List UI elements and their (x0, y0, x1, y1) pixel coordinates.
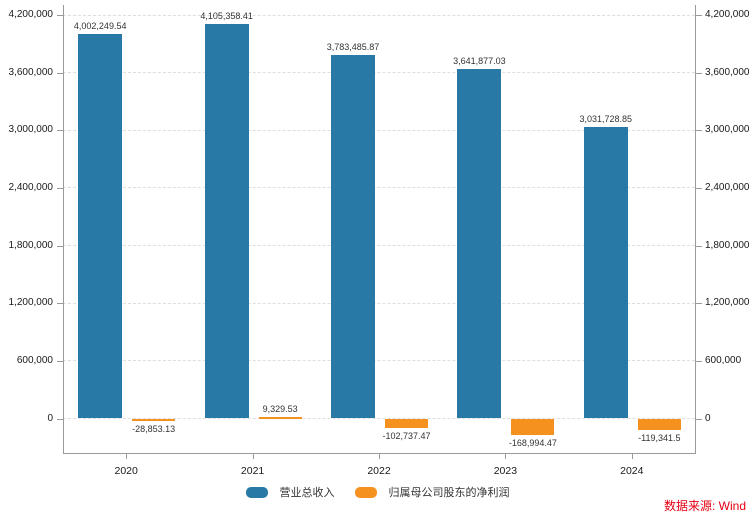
bar-revenue (457, 68, 502, 419)
x-axis-tick (126, 453, 128, 459)
y-axis-tick-right (696, 187, 702, 189)
x-axis-label: 2023 (493, 465, 518, 477)
y-axis-label-left: 1,800,000 (8, 239, 54, 251)
y-axis-label-right: 3,000,000 (705, 124, 750, 136)
x-axis-tick (252, 453, 254, 459)
gridline (63, 187, 695, 189)
bar-revenue (78, 33, 123, 419)
y-axis-label-left: 600,000 (16, 354, 53, 366)
y-axis-tick-left (57, 130, 63, 132)
net-profit-legend-swatch (354, 486, 377, 498)
x-axis-tick (631, 453, 633, 459)
y-axis-tick-left (57, 72, 63, 74)
y-axis-tick-right (696, 72, 702, 74)
legend-item-net-profit[interactable]: 归属母公司股东的净利润 (354, 484, 510, 500)
y-axis-label-right: 3,600,000 (705, 66, 750, 78)
bar-net-profit (511, 418, 555, 435)
bar-value-label: 9,329.53 (262, 403, 298, 414)
bar-net-profit (385, 418, 428, 429)
y-axis-tick-left (57, 245, 63, 247)
y-axis-line-right (695, 5, 696, 453)
x-axis-label: 2024 (620, 465, 644, 477)
legend-label-net-profit: 归属母公司股东的净利润 (388, 487, 510, 499)
gridline (63, 245, 695, 247)
x-axis-label: 2022 (367, 465, 391, 477)
y-axis-label-right: 1,200,000 (705, 297, 750, 309)
gridline (63, 360, 695, 362)
bar-value-label: 4,002,249.54 (73, 20, 127, 31)
bar-revenue (583, 127, 628, 419)
y-axis-tick-right (696, 303, 702, 305)
y-axis-label-left: 4,200,000 (8, 9, 54, 20)
bar-value-label: 3,031,728.85 (579, 114, 633, 125)
bar-net-profit (132, 418, 176, 422)
y-axis-tick-left (57, 303, 63, 305)
y-axis-tick-left (57, 360, 63, 362)
gridline (63, 302, 695, 304)
bar-revenue (204, 24, 249, 419)
y-axis-tick-right (696, 245, 702, 247)
y-axis-tick-right (696, 15, 702, 16)
y-axis-label-left: 3,000,000 (8, 124, 54, 136)
x-axis-label: 2020 (114, 465, 138, 477)
legend-label-revenue: 营业总收入 (279, 487, 335, 499)
y-axis-label-left: 2,400,000 (8, 181, 54, 193)
gridline (63, 72, 695, 74)
x-axis-label: 2021 (240, 465, 265, 477)
gridline (63, 418, 695, 419)
y-axis-line-left (63, 5, 64, 453)
bar-value-label: 3,783,485.87 (326, 42, 380, 52)
bar-value-label: 4,105,358.41 (200, 11, 253, 22)
x-axis-tick (379, 453, 380, 459)
y-axis-label-right: 4,200,000 (705, 9, 750, 20)
x-axis-line (63, 453, 696, 454)
y-axis-tick-left (57, 187, 63, 189)
bar-value-label: 3,641,877.03 (453, 55, 506, 66)
legend-item-revenue[interactable]: 营业总收入 (245, 484, 335, 500)
y-axis-label-left: 1,200,000 (8, 297, 54, 309)
bar-revenue (331, 55, 375, 419)
bar-net-profit (258, 416, 302, 419)
gridline (63, 129, 695, 131)
y-axis-tick-left (57, 418, 63, 420)
y-axis-tick-right (696, 360, 702, 362)
bar-value-label: -119,341.5 (638, 432, 681, 443)
y-axis-label-left: 3,600,000 (8, 66, 54, 78)
y-axis-tick-left (57, 15, 63, 16)
revenue-legend-swatch (245, 486, 268, 498)
bar-net-profit (637, 418, 681, 430)
bar-value-label: -168,994.47 (508, 437, 557, 448)
y-axis-label-left: 0 (47, 412, 53, 424)
y-axis-label-right: 1,800,000 (705, 239, 750, 251)
x-axis-tick (505, 453, 507, 459)
bar-value-label: -28,853.13 (132, 424, 176, 435)
legend: 营业总收入 归属母公司股东的净利润 (0, 484, 755, 500)
y-axis-label-right: 0 (705, 412, 711, 424)
y-axis-tick-right (696, 130, 702, 132)
y-axis-label-right: 600,000 (705, 354, 742, 366)
gridline (63, 14, 695, 16)
y-axis-label-right: 2,400,000 (705, 181, 750, 193)
y-axis-tick-right (696, 418, 702, 420)
data-source-note: 数据来源: Wind (663, 499, 746, 513)
bar-value-label: -102,737.47 (382, 431, 431, 442)
